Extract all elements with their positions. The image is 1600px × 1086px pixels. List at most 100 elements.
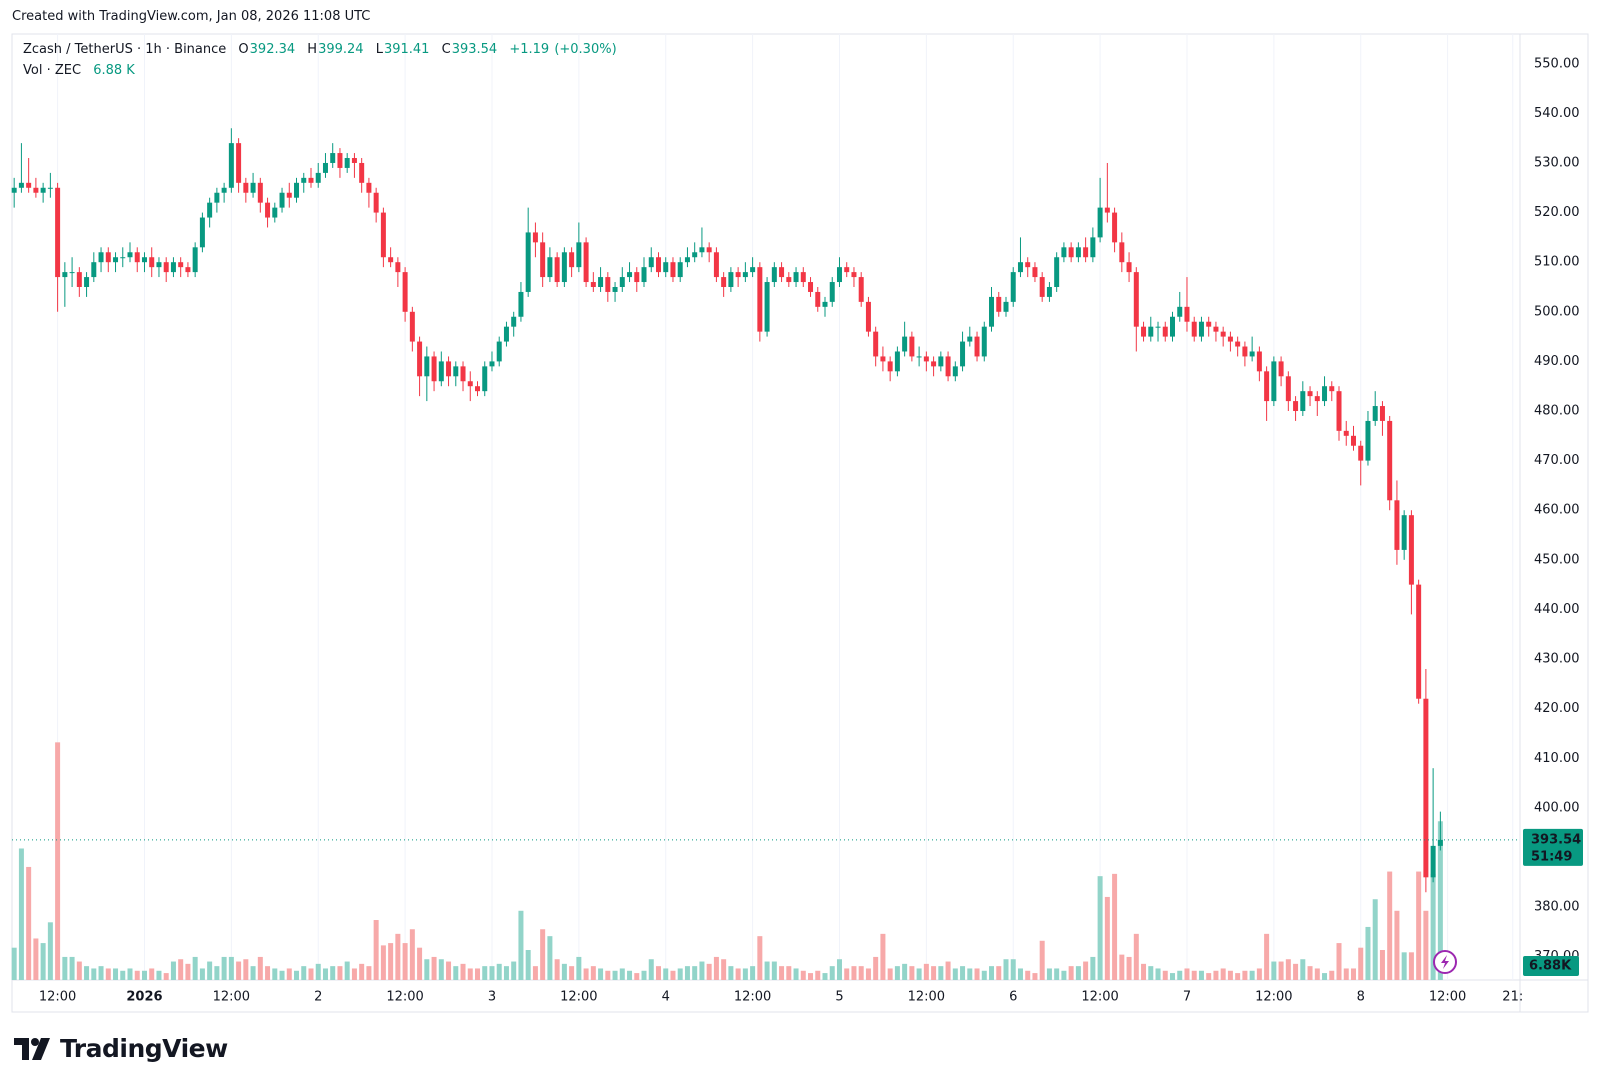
legend: Zcash / TetherUS · 1h · Binance O392.34 … (22, 42, 617, 57)
volume-bar (163, 973, 169, 980)
candle-body (655, 257, 661, 273)
volume-bar (1285, 959, 1291, 980)
candle-body (923, 356, 929, 362)
volume-bar (460, 963, 466, 980)
volume-bar (1097, 876, 1103, 980)
candle-body (1039, 277, 1045, 297)
volume-bar (11, 947, 17, 980)
volume-bar (1423, 910, 1429, 980)
candle-body (257, 182, 263, 203)
candle-body (706, 247, 712, 253)
candle-body (1068, 247, 1074, 258)
x-tick-label: 4 (662, 990, 670, 1005)
candle-body (605, 277, 611, 292)
volume-bar (1242, 970, 1248, 980)
volume-bar (779, 966, 785, 980)
volume-bar (1155, 968, 1161, 980)
x-tick-label: 12:00 (1081, 990, 1118, 1005)
candle-body (844, 267, 850, 273)
x-tick-label: 2 (314, 990, 322, 1005)
volume-bar (1112, 873, 1118, 980)
volume-bar (757, 936, 763, 980)
volume-bar (532, 966, 538, 980)
candle-body (1184, 306, 1190, 322)
volume-bar (771, 961, 777, 980)
prefix: O (238, 42, 249, 57)
y-tick-label: 490.00 (1534, 354, 1580, 369)
y-tick-label: 430.00 (1534, 652, 1580, 667)
candle-body (554, 257, 560, 283)
candle-body (1285, 376, 1291, 402)
volume-bar (880, 933, 886, 980)
y-tick-label: 380.00 (1534, 900, 1580, 915)
volume-bar (612, 970, 618, 980)
candle-body (409, 311, 415, 342)
candle-body (1162, 326, 1168, 337)
volume-bar (127, 968, 133, 980)
volume-bar (26, 866, 32, 980)
volume-bar (322, 968, 328, 980)
volume-bar (1220, 968, 1226, 980)
candle-body (902, 336, 908, 352)
candle-body (214, 192, 220, 203)
volume-bar (786, 966, 792, 980)
candle-body (1054, 257, 1060, 287)
prefix: C (441, 42, 451, 57)
volume-bar (1162, 970, 1168, 980)
candle-body (750, 267, 756, 273)
candle-body (684, 257, 690, 263)
volume-bar (185, 963, 191, 980)
candle-body (1358, 445, 1364, 461)
volume-bar (1191, 970, 1197, 980)
last-price-label: 393.54 (1531, 832, 1581, 847)
candle-body (1372, 406, 1378, 421)
candle-body (482, 366, 488, 392)
candle-body (728, 272, 734, 287)
candle-body (141, 257, 147, 263)
x-tick-label: 8 (1357, 990, 1365, 1005)
y-tick-label: 470.00 (1534, 453, 1580, 468)
y-tick-label: 460.00 (1534, 503, 1580, 518)
candle-body (786, 277, 792, 283)
candle-body (612, 286, 618, 292)
volume-bar (388, 943, 394, 980)
candle-body (576, 242, 582, 268)
candle-body (134, 252, 140, 263)
candle-body (1025, 262, 1031, 268)
y-tick-label: 400.00 (1534, 800, 1580, 815)
volume-bar (648, 959, 654, 980)
candle-body (170, 262, 176, 273)
candle-body (286, 192, 292, 198)
candle-body (1206, 321, 1212, 327)
candle-body (26, 182, 32, 188)
volume-bar (1416, 871, 1422, 980)
candle-body (76, 272, 82, 287)
volume-bar (214, 966, 220, 980)
volume-bar (655, 966, 661, 980)
volume-bar (576, 956, 582, 980)
volume-bar (902, 963, 908, 980)
volume-bar (605, 970, 611, 980)
candle-body (808, 282, 814, 292)
candle-body (192, 247, 198, 273)
candle-body (388, 257, 394, 263)
volume-bar (250, 966, 256, 980)
volume-bar (482, 966, 488, 980)
volume-bar (1198, 970, 1204, 980)
low-value: 391.41 (383, 42, 430, 57)
volume-bar (1336, 943, 1342, 980)
volume-bar (909, 966, 915, 980)
volume-bar (1061, 970, 1067, 980)
volume-bar (40, 943, 46, 980)
logo-text: TradingView (60, 1034, 228, 1063)
volume-bar (931, 966, 937, 980)
candle-body (359, 162, 365, 183)
candle-body (822, 301, 828, 307)
candle-body (250, 182, 256, 193)
created-note: Created with TradingView.com, Jan 08, 20… (12, 9, 371, 24)
volume-bar (916, 968, 922, 980)
x-tick-label: 12:00 (39, 990, 76, 1005)
candle-body (967, 336, 973, 342)
volume-bar (1300, 959, 1306, 980)
volume-bar (561, 963, 567, 980)
